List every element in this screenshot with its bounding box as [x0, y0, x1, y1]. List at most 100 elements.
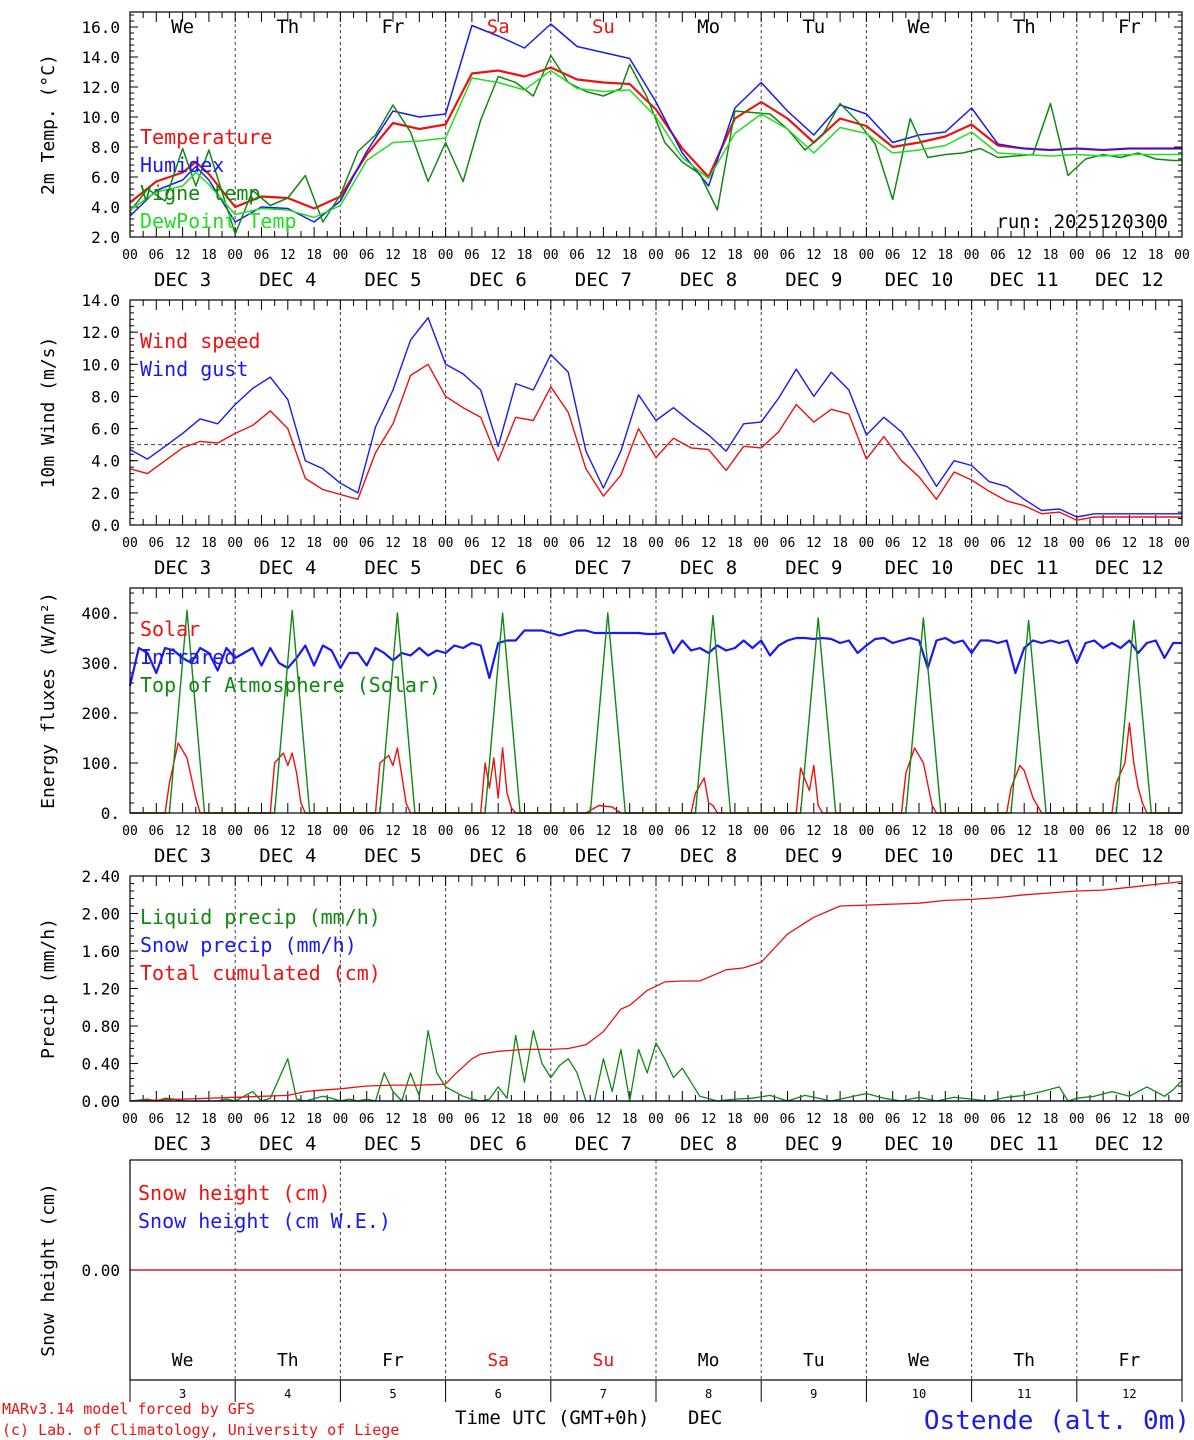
- x-hour-label: 06: [569, 536, 585, 551]
- y-tick-label: 14.0: [81, 48, 120, 67]
- day-number-label: 4: [284, 1387, 291, 1401]
- x-date-label: DEC 8: [680, 1133, 737, 1155]
- plot-frame: [129, 587, 1183, 814]
- weekday-label: Th: [277, 1350, 299, 1371]
- x-date-label: DEC 11: [990, 845, 1059, 867]
- x-hour-label: 06: [674, 824, 690, 839]
- x-hour-label: 00: [438, 824, 454, 839]
- x-date-label: DEC 11: [990, 269, 1059, 291]
- x-hour-label: 00: [333, 536, 349, 551]
- x-hour-label: 06: [464, 536, 480, 551]
- x-hour-label: 12: [385, 248, 401, 263]
- x-hour-label: 00: [648, 536, 664, 551]
- x-hour-label: 06: [1095, 536, 1111, 551]
- x-hour-label: 18: [411, 824, 427, 839]
- x-hour-label: 18: [1043, 824, 1059, 839]
- x-hour-label: 00: [1174, 1112, 1190, 1127]
- x-hour-label: 06: [254, 248, 270, 263]
- y-tick-label: 0.40: [81, 1055, 120, 1074]
- weekday-label: We: [908, 1350, 930, 1371]
- x-hour-label: 12: [1122, 1112, 1138, 1127]
- x-hour-label: 00: [543, 824, 559, 839]
- x-hour-label: 06: [254, 536, 270, 551]
- x-hour-label: 12: [701, 248, 717, 263]
- x-hour-label: 00: [227, 1112, 243, 1127]
- x-hour-label: 12: [701, 536, 717, 551]
- x-hour-label: 12: [806, 1112, 822, 1127]
- y-tick-label: 2.00: [81, 905, 120, 924]
- legend-label: Solar: [140, 617, 200, 641]
- y-tick-label: 0.00: [81, 1261, 120, 1280]
- y-tick-label: 12.0: [81, 78, 120, 97]
- x-date-label: DEC 6: [470, 557, 527, 579]
- x-hour-label: 18: [937, 536, 953, 551]
- x-hour-label: 00: [543, 1112, 559, 1127]
- x-hour-label: 12: [490, 248, 506, 263]
- x-hour-label: 06: [464, 1112, 480, 1127]
- x-hour-label: 18: [1043, 1112, 1059, 1127]
- legend-label: Liquid precip (mm/h): [140, 905, 381, 929]
- x-hour-label: 00: [753, 1112, 769, 1127]
- weekday-label: Su: [592, 16, 615, 38]
- x-date-label: DEC 10: [885, 1133, 954, 1155]
- weekday-label: Tu: [803, 1350, 825, 1371]
- plot-frame: [129, 299, 1183, 526]
- day-number-label: 8: [705, 1387, 712, 1401]
- x-hour-label: 12: [385, 824, 401, 839]
- series-line-wind-1: [129, 317, 1182, 518]
- y-tick-label: 4.0: [91, 452, 120, 471]
- legend-label: Total cumulated (cm): [140, 961, 381, 985]
- legend-label: Top of Atmosphere (Solar): [140, 673, 441, 697]
- x-hour-label: 12: [280, 824, 296, 839]
- x-hour-label: 00: [122, 248, 138, 263]
- x-hour-label: 12: [490, 824, 506, 839]
- weekday-label: Fr: [382, 16, 405, 38]
- series-line-temp-2: [129, 54, 1182, 235]
- series-line-temp-1: [129, 23, 1182, 223]
- x-date-label: DEC 4: [259, 269, 316, 291]
- x-hour-label: 18: [517, 1112, 533, 1127]
- weekday-label: Fr: [1118, 16, 1141, 38]
- x-hour-label: 06: [148, 824, 164, 839]
- x-hour-label: 06: [780, 1112, 796, 1127]
- x-hour-label: 12: [280, 1112, 296, 1127]
- day-number-label: 7: [600, 1387, 607, 1401]
- x-hour-label: 06: [885, 248, 901, 263]
- xaxis-title: Time UTC (GMT+0h): [455, 1407, 649, 1429]
- y-tick-label: 6.0: [91, 168, 120, 187]
- x-date-label: DEC 10: [885, 845, 954, 867]
- x-hour-label: 00: [1174, 824, 1190, 839]
- x-date-label: DEC 8: [680, 845, 737, 867]
- x-hour-label: 12: [596, 536, 612, 551]
- day-number-label: 10: [912, 1387, 926, 1401]
- day-number-label: 11: [1017, 1387, 1031, 1401]
- y-tick-label: 8.0: [91, 387, 120, 406]
- x-date-label: DEC 12: [1095, 845, 1164, 867]
- weekday-label: Th: [276, 16, 299, 38]
- x-hour-label: 12: [280, 536, 296, 551]
- x-hour-label: 06: [780, 248, 796, 263]
- credit-line-1: MARv3.14 model forced by GFS: [2, 1400, 255, 1418]
- x-hour-label: 00: [1069, 536, 1085, 551]
- x-hour-label: 12: [701, 1112, 717, 1127]
- day-number-label: 5: [389, 1387, 396, 1401]
- y-tick-label: 0.00: [81, 1092, 120, 1111]
- weekday-label: Sa: [487, 1350, 509, 1371]
- x-hour-label: 12: [1016, 1112, 1032, 1127]
- x-hour-label: 00: [648, 824, 664, 839]
- x-date-label: DEC 10: [885, 269, 954, 291]
- x-hour-label: 06: [254, 1112, 270, 1127]
- y-tick-label: 1.20: [81, 980, 120, 999]
- x-date-label: DEC 3: [154, 557, 211, 579]
- x-hour-label: 12: [490, 1112, 506, 1127]
- x-hour-label: 00: [859, 248, 875, 263]
- weekday-label: Su: [593, 1350, 615, 1371]
- x-hour-label: 06: [1095, 248, 1111, 263]
- x-hour-label: 06: [569, 1112, 585, 1127]
- day-number-label: 12: [1122, 1387, 1136, 1401]
- weekday-label: Th: [1013, 1350, 1035, 1371]
- x-hour-label: 12: [911, 824, 927, 839]
- x-hour-label: 12: [175, 536, 191, 551]
- series-line-wind-0: [129, 363, 1182, 521]
- x-date-label: DEC 12: [1095, 269, 1164, 291]
